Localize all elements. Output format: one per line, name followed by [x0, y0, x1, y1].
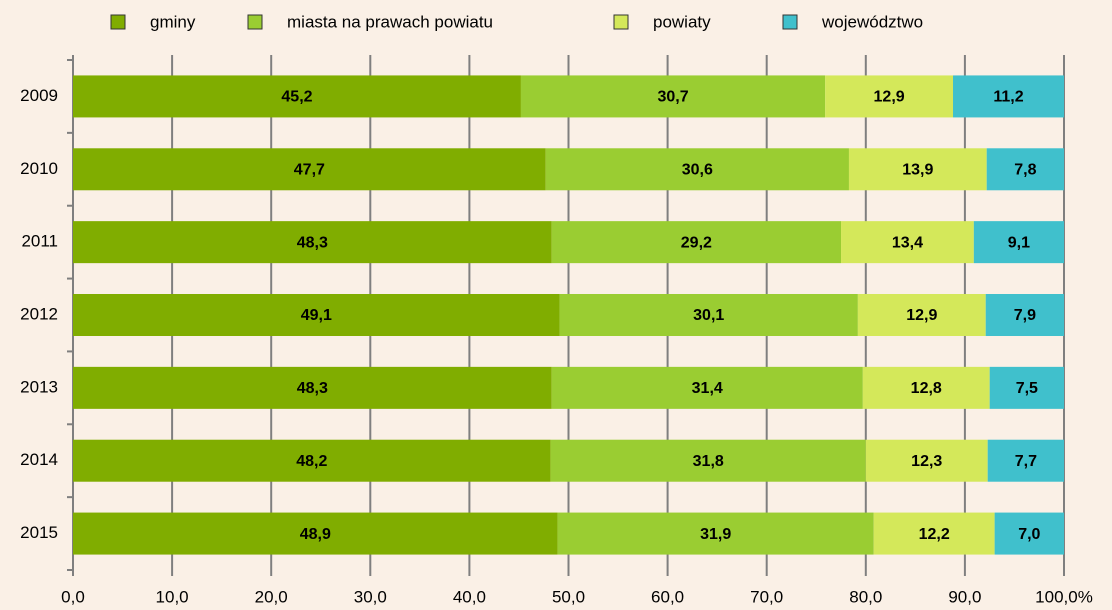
bar-segment — [545, 148, 849, 191]
data-label: 45,2 — [281, 89, 312, 106]
bar-segment — [73, 366, 552, 409]
x-tick-label: 70,0 — [750, 587, 783, 606]
bar-segment — [985, 294, 1064, 336]
data-label: 12,8 — [911, 380, 942, 397]
bar-segment — [73, 148, 546, 191]
data-label: 48,3 — [297, 380, 328, 397]
x-tick-label: 80,0 — [849, 587, 882, 606]
bar-segment — [994, 512, 1064, 555]
y-tick-label: 2013 — [20, 377, 58, 396]
data-label: 7,5 — [1016, 380, 1038, 397]
data-label: 9,1 — [1008, 234, 1030, 251]
data-label: 47,7 — [294, 162, 325, 179]
data-label: 11,2 — [993, 89, 1023, 106]
x-tick-label: 50,0 — [552, 587, 585, 606]
bar-segment — [989, 366, 1064, 409]
x-tick-label: 90,0 — [948, 587, 981, 606]
bar-segment — [559, 294, 858, 336]
bar-segment — [520, 75, 826, 118]
x-tick-label: 10,0 — [156, 587, 189, 606]
legend-swatch — [247, 14, 263, 30]
data-label: 48,3 — [297, 234, 328, 251]
x-tick-label: 0,0 — [61, 587, 85, 606]
data-label: 48,9 — [300, 526, 331, 543]
data-label: 7,9 — [1014, 307, 1036, 324]
data-label: 13,9 — [902, 162, 933, 179]
bar-segment — [557, 512, 874, 555]
y-tick-label: 2010 — [20, 159, 58, 178]
bar-segment — [848, 148, 987, 191]
data-label: 29,2 — [681, 234, 712, 251]
y-tick-label: 2015 — [20, 523, 58, 542]
x-tick-label: 40,0 — [453, 587, 486, 606]
bar-segment — [551, 366, 863, 409]
bar-segment — [865, 439, 988, 482]
bar-segment — [550, 439, 866, 482]
data-label: 13,4 — [892, 234, 923, 251]
bar-segment — [873, 512, 995, 555]
legend-label: powiaty — [653, 12, 711, 31]
bar-segment — [73, 512, 558, 555]
data-label: 12,9 — [906, 307, 937, 324]
data-label: 12,2 — [919, 526, 950, 543]
data-label: 30,6 — [682, 162, 713, 179]
bar-segment — [953, 75, 1064, 118]
data-label: 12,3 — [911, 453, 942, 470]
legend-swatch — [613, 14, 629, 30]
legend-label: województwo — [821, 12, 923, 31]
x-tick-label: 30,0 — [354, 587, 387, 606]
x-tick-label: 20,0 — [255, 587, 288, 606]
data-label: 31,8 — [693, 453, 724, 470]
y-tick-label: 2014 — [20, 450, 58, 469]
data-label: 30,1 — [693, 307, 724, 324]
data-label: 7,7 — [1015, 453, 1037, 470]
data-label: 7,0 — [1018, 526, 1040, 543]
legend-label: gminy — [150, 12, 196, 31]
bar-segment — [862, 366, 990, 409]
y-tick-label: 2011 — [21, 232, 58, 251]
data-label: 31,9 — [700, 526, 731, 543]
x-tick-label: 60,0 — [651, 587, 684, 606]
bar-segment — [825, 75, 954, 118]
legend-swatch — [782, 14, 798, 30]
data-label: 7,8 — [1014, 162, 1036, 179]
bar-segment — [986, 148, 1064, 191]
y-tick-label: 2009 — [20, 86, 58, 105]
bar-segment — [73, 75, 521, 118]
bar-segment — [73, 221, 552, 264]
data-label: 48,2 — [296, 453, 327, 470]
bar-segment — [841, 221, 974, 264]
data-label: 31,4 — [692, 380, 723, 397]
bar-segment — [73, 294, 560, 336]
data-label: 12,9 — [874, 89, 905, 106]
bar-segment — [987, 439, 1064, 482]
bar-segment — [973, 221, 1064, 264]
legend-swatch — [110, 14, 126, 30]
y-tick-label: 2012 — [20, 304, 58, 323]
data-label: 30,7 — [657, 89, 688, 106]
data-label: 49,1 — [301, 307, 332, 324]
bar-segment — [857, 294, 986, 336]
legend-label: miasta na prawach powiatu — [287, 12, 493, 31]
bar-segment — [73, 439, 551, 482]
bar-segment — [551, 221, 842, 264]
x-tick-label: 100,0% — [1035, 587, 1093, 606]
